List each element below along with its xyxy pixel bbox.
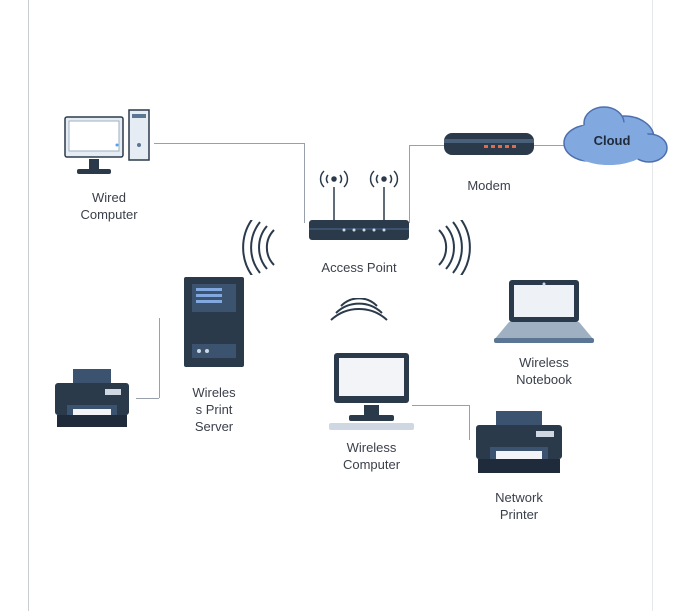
modem-label: Modem [439, 178, 539, 195]
cloud-text: Cloud [594, 133, 631, 148]
access-point-node: Access Point [299, 165, 419, 277]
edge-wired-computer-ap-h [154, 143, 304, 144]
cloud-node: Cloud [554, 98, 669, 183]
wired-computer-icon [59, 105, 159, 185]
edge-ps-printer-h [136, 398, 159, 399]
network-printer-icon [464, 405, 574, 485]
network-printer-label: NetworkPrinter [464, 490, 574, 524]
wireless-computer-icon [324, 345, 419, 435]
wireless-notebook-icon [489, 275, 599, 350]
wired-computer-label: WiredComputer [59, 190, 159, 224]
wireless-arcs-left [234, 220, 284, 275]
wireless-computer-node: WirelessComputer [324, 345, 419, 474]
modem-node: Modem [439, 125, 539, 195]
cloud-icon: Cloud [554, 98, 669, 178]
print-server-label: Wireless PrintServer [174, 385, 254, 436]
edge-ps-printer-v [159, 318, 160, 398]
print-server-node: Wireless PrintServer [174, 272, 254, 436]
local-printer-node [47, 365, 137, 440]
edge-wc-np-h [412, 405, 469, 406]
wireless-notebook-label: WirelessNotebook [489, 355, 599, 389]
local-printer-icon [47, 365, 137, 435]
print-server-icon [174, 272, 254, 372]
diagram-canvas: WiredComputer [28, 0, 653, 611]
wireless-notebook-node: WirelessNotebook [489, 275, 599, 389]
wireless-computer-label: WirelessComputer [324, 440, 419, 474]
wired-computer-node: WiredComputer [59, 105, 159, 224]
network-printer-node: NetworkPrinter [464, 405, 574, 524]
access-point-icon [299, 165, 419, 255]
wireless-arcs-right [429, 220, 479, 275]
wireless-arcs-down [329, 298, 389, 338]
access-point-label: Access Point [299, 260, 419, 277]
modem-icon [439, 125, 539, 165]
